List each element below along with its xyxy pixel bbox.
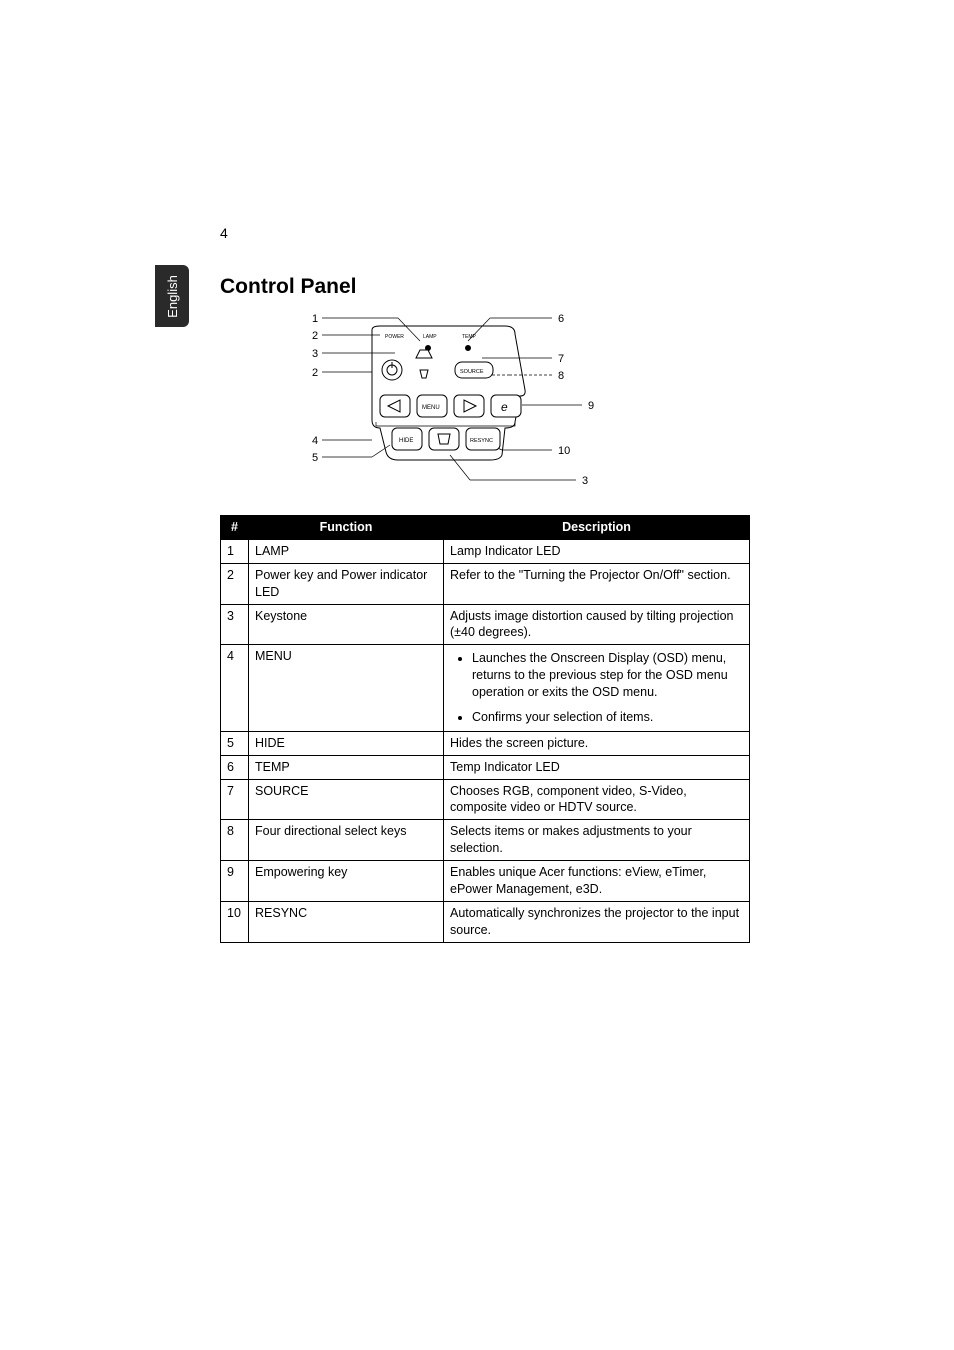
- cell-num: 10: [221, 901, 249, 942]
- table-row: 6 TEMP Temp Indicator LED: [221, 755, 750, 779]
- th-func: Function: [249, 516, 444, 540]
- cell-func: Keystone: [249, 604, 444, 645]
- callout-2a-left: 2: [312, 330, 318, 342]
- callout-3-right: 3: [582, 475, 588, 487]
- callout-3-left: 3: [312, 348, 318, 360]
- cell-desc: Adjusts image distortion caused by tilti…: [444, 604, 750, 645]
- cell-num: 2: [221, 563, 249, 604]
- cell-desc: Selects items or makes adjustments to yo…: [444, 820, 750, 861]
- th-desc: Description: [444, 516, 750, 540]
- cell-func: SOURCE: [249, 779, 444, 820]
- table-row: 2 Power key and Power indicator LED Refe…: [221, 563, 750, 604]
- cell-desc: Refer to the "Turning the Projector On/O…: [444, 563, 750, 604]
- cell-num: 9: [221, 861, 249, 902]
- callout-10-right: 10: [558, 445, 570, 457]
- cell-num: 7: [221, 779, 249, 820]
- cell-desc: Chooses RGB, component video, S-Video, c…: [444, 779, 750, 820]
- cell-desc: Enables unique Acer functions: eView, eT…: [444, 861, 750, 902]
- cell-num: 1: [221, 539, 249, 563]
- callout-2b-left: 2: [312, 367, 318, 379]
- table-row: 1 LAMP Lamp Indicator LED: [221, 539, 750, 563]
- cell-num: 6: [221, 755, 249, 779]
- cell-func: Power key and Power indicator LED: [249, 563, 444, 604]
- table-row: 8 Four directional select keys Selects i…: [221, 820, 750, 861]
- label-lamp: LAMP: [423, 334, 437, 340]
- table-row: 4 MENU Launches the Onscreen Display (OS…: [221, 645, 750, 732]
- cell-desc: Lamp Indicator LED: [444, 539, 750, 563]
- menu-bullet-1: Launches the Onscreen Display (OSD) menu…: [472, 650, 743, 701]
- callout-4-left: 4: [312, 435, 318, 447]
- table-header-row: # Function Description: [221, 516, 750, 540]
- cell-func: Four directional select keys: [249, 820, 444, 861]
- callout-5-left: 5: [312, 452, 318, 464]
- callout-8-right: 8: [558, 370, 564, 382]
- cell-func: HIDE: [249, 731, 444, 755]
- btn-menu: MENU: [422, 405, 440, 411]
- cell-num: 5: [221, 731, 249, 755]
- cell-func: TEMP: [249, 755, 444, 779]
- cell-num: 8: [221, 820, 249, 861]
- cell-func: RESYNC: [249, 901, 444, 942]
- menu-bullet-2: Confirms your selection of items.: [472, 709, 743, 726]
- cell-desc-menu: Launches the Onscreen Display (OSD) menu…: [444, 645, 750, 732]
- cell-num: 3: [221, 604, 249, 645]
- th-num: #: [221, 516, 249, 540]
- table-row: 5 HIDE Hides the screen picture.: [221, 731, 750, 755]
- control-panel-diagram: 1 2 3 2 4 5 6 7 8 9 10 3: [310, 300, 630, 500]
- function-table: # Function Description 1 LAMP Lamp Indic…: [220, 515, 750, 943]
- cell-desc: Automatically synchronizes the projector…: [444, 901, 750, 942]
- cell-func: MENU: [249, 645, 444, 732]
- table-row: 9 Empowering key Enables unique Acer fun…: [221, 861, 750, 902]
- callout-7-right: 7: [558, 353, 564, 365]
- callout-6-right: 6: [558, 313, 564, 325]
- btn-source: SOURCE: [460, 369, 484, 375]
- btn-resync: RESYNC: [470, 438, 493, 444]
- btn-hide: HIDE: [399, 438, 413, 444]
- language-tab: English: [155, 265, 189, 327]
- empowering-e: e: [501, 400, 508, 414]
- language-tab-label: English: [165, 275, 180, 318]
- callout-9-right: 9: [588, 400, 594, 412]
- label-temp: TEMP: [462, 334, 477, 340]
- cell-func: LAMP: [249, 539, 444, 563]
- cell-func: Empowering key: [249, 861, 444, 902]
- table-row: 10 RESYNC Automatically synchronizes the…: [221, 901, 750, 942]
- cell-num: 4: [221, 645, 249, 732]
- table-row: 3 Keystone Adjusts image distortion caus…: [221, 604, 750, 645]
- label-power: POWER: [385, 334, 404, 340]
- page-number: 4: [220, 225, 228, 241]
- cell-desc: Hides the screen picture.: [444, 731, 750, 755]
- table-row: 7 SOURCE Chooses RGB, component video, S…: [221, 779, 750, 820]
- callout-1-left: 1: [312, 313, 318, 325]
- section-heading: Control Panel: [220, 275, 357, 299]
- cell-desc: Temp Indicator LED: [444, 755, 750, 779]
